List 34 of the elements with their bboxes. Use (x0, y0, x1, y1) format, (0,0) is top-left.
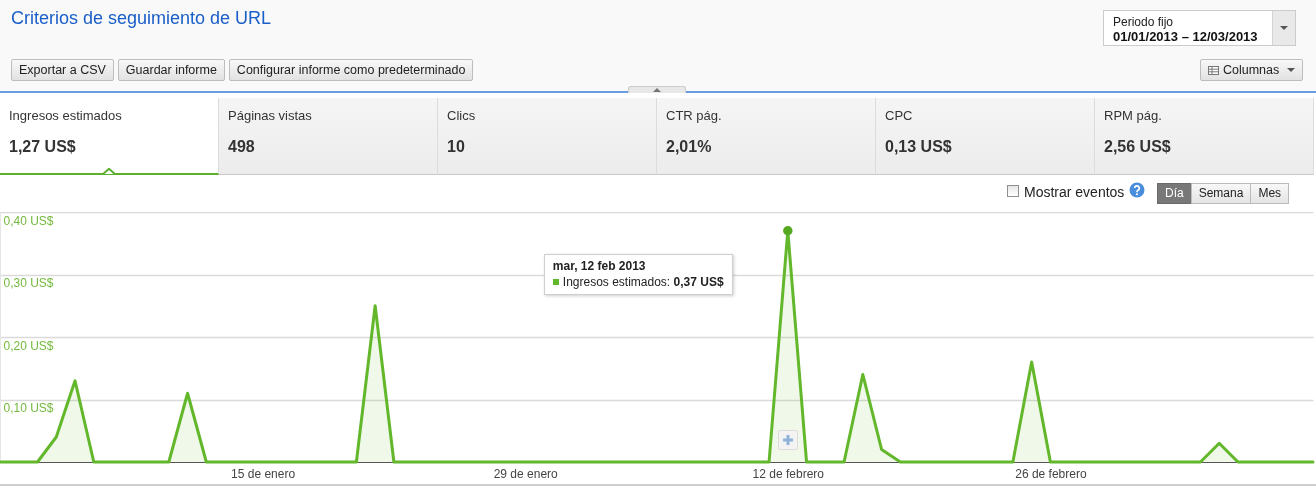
button: Día (1157, 183, 1192, 204)
text: Clics (447, 108, 476, 123)
button: Mes (1250, 183, 1290, 204)
text: 2,01% (666, 138, 712, 156)
text: CPC (885, 108, 913, 123)
tooltip: mar, 12 feb 2013 Ingresos estimados: 0,37 US$ (543, 253, 733, 295)
x-tick-label: 15 de enero (231, 466, 296, 481)
date-field: Periodo fijo 01/01/2013 – 12/03/2013 (1103, 10, 1296, 46)
annotation: 0,37 US$ (672, 274, 724, 289)
y-tick-label: 0,20 US$ (3, 338, 54, 353)
text: Ingresos estimados (9, 108, 122, 123)
text: Páginas vistas (228, 108, 312, 123)
chart-title: Criterios de seguimiento de URL (11, 8, 272, 29)
text: 1,27 US$ (9, 138, 76, 156)
y-tick-label: 0,10 US$ (3, 401, 54, 415)
y-tick-label: 0,40 US$ (3, 213, 54, 228)
text: 2,56 US$ (1104, 138, 1171, 156)
text: 0,13 US$ (885, 138, 952, 156)
annotation: mar, 12 feb 2013 (552, 258, 647, 273)
text: CTR pág. (666, 108, 722, 123)
text: 498 (228, 138, 255, 156)
x-tick-label: 29 de enero (493, 466, 559, 481)
annotation: Ingresos estimados: (562, 274, 671, 289)
button: Configurar informe como predeterminado (228, 59, 474, 81)
button: Guardar informe (117, 59, 225, 81)
text: 10 (447, 138, 465, 156)
text: Mostrar eventos (1024, 184, 1125, 200)
x-tick-label: 26 de febrero (1015, 466, 1087, 481)
y-tick-label: 0,30 US$ (3, 276, 54, 290)
x-tick-label: 12 de febrero (752, 466, 825, 481)
button: Exportar a CSV (11, 59, 114, 81)
text: RPM pág. (1104, 108, 1162, 123)
button: Semana (1190, 183, 1252, 204)
button: Columnas (1200, 59, 1303, 81)
